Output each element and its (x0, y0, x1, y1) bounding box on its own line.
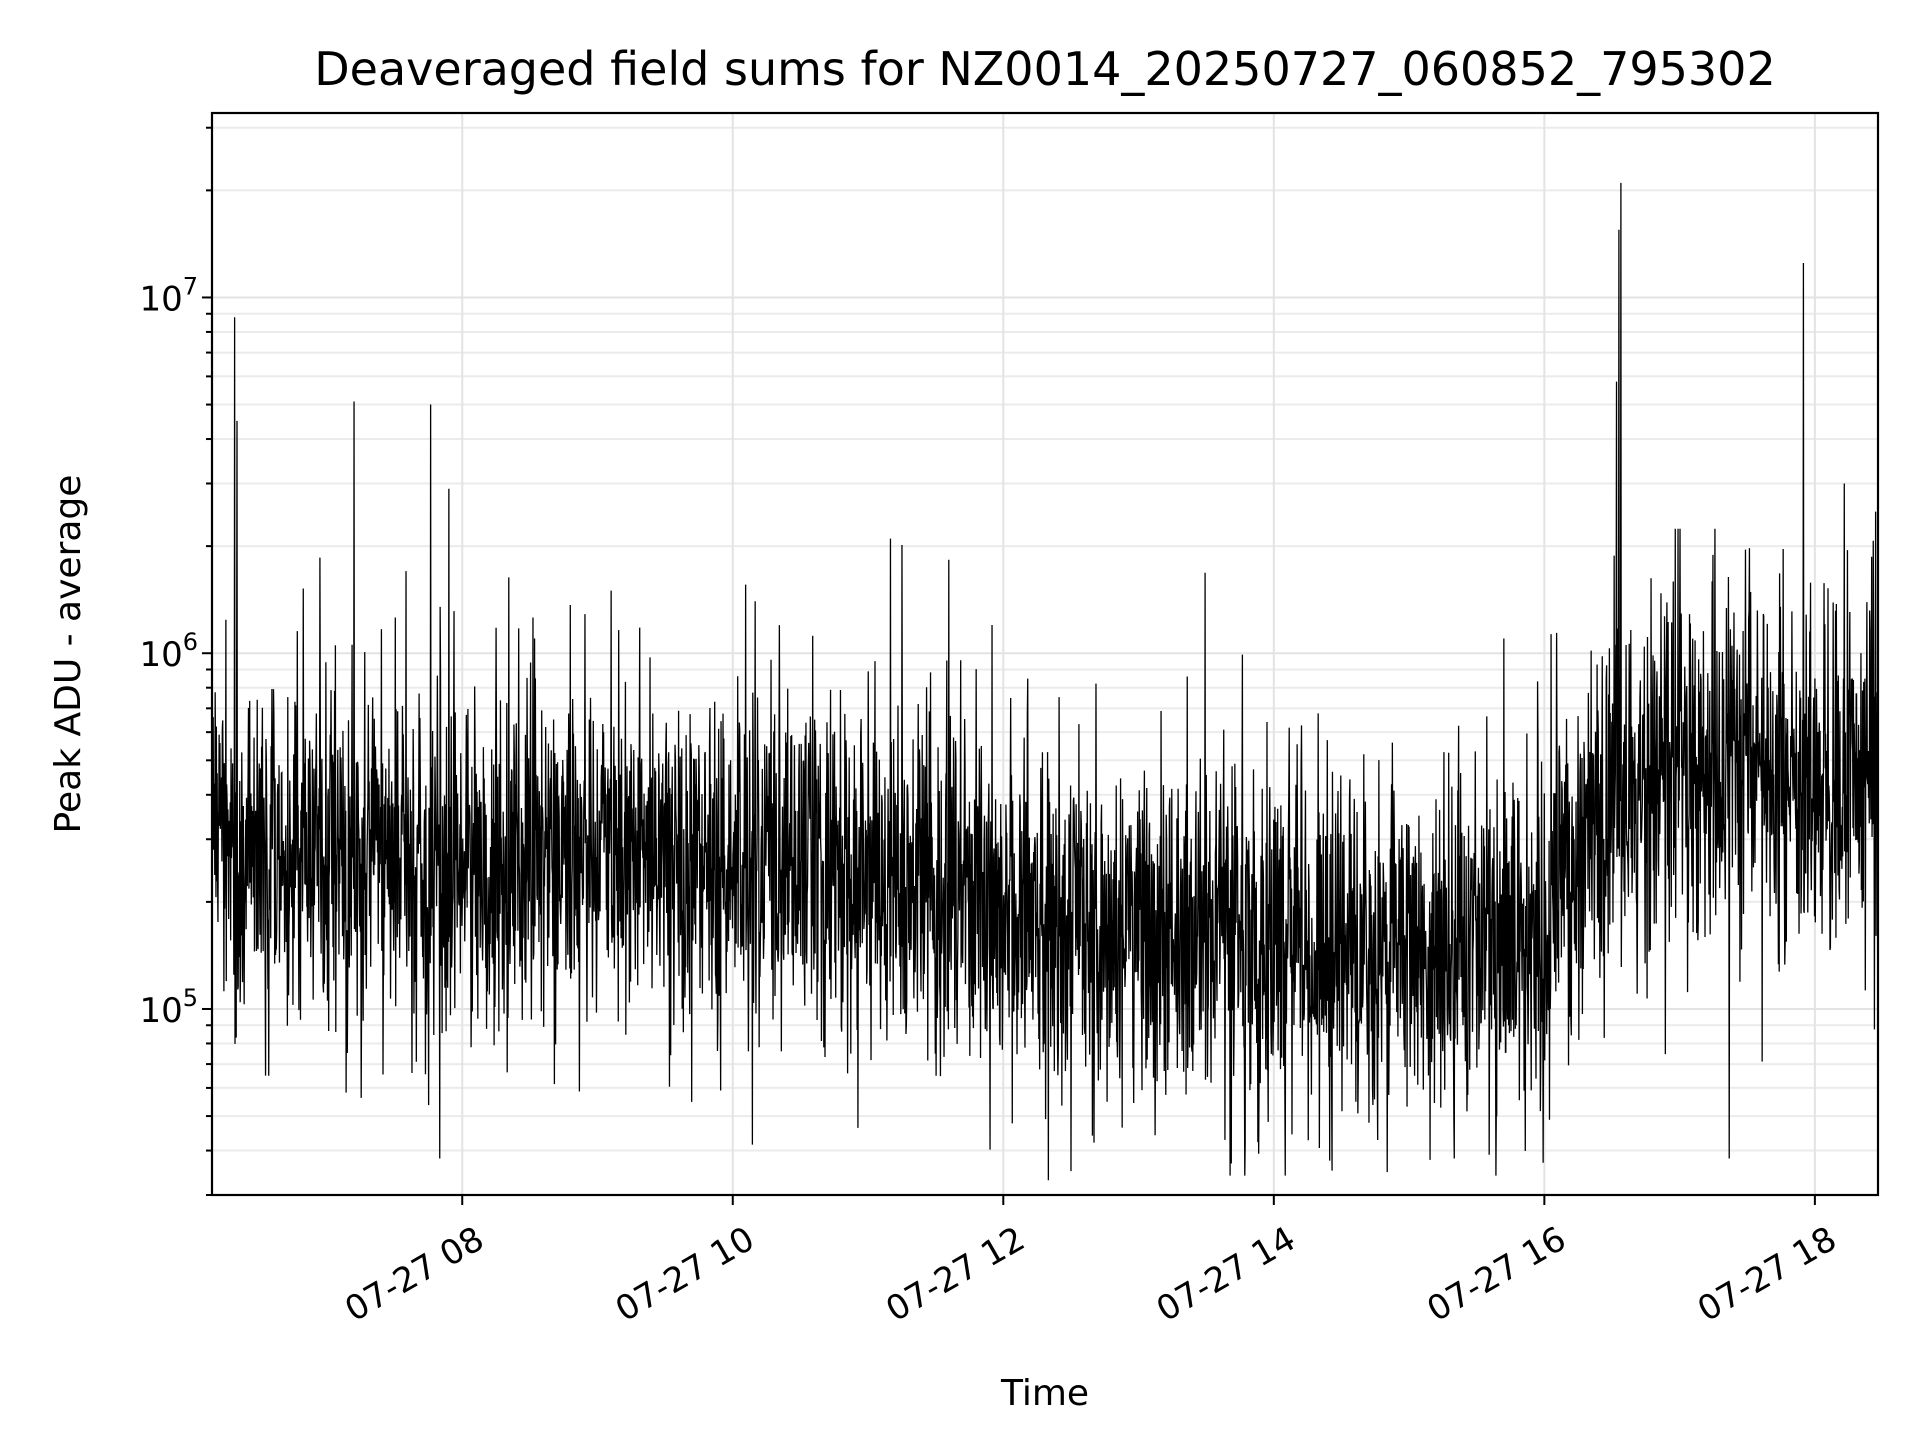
y-axis-label: Peak ADU - average (48, 475, 89, 834)
y-axis-ticks: 105 106 107 (139, 126, 212, 1196)
chart-title: Deaveraged field sums for NZ0014_2025072… (314, 42, 1775, 96)
y-tick-label: 106 (139, 628, 198, 675)
y-tick-label: 105 (139, 984, 198, 1031)
series-line (211, 182, 1879, 1181)
y-tick-label: 107 (139, 272, 198, 319)
x-axis-label: Time (1000, 1373, 1089, 1414)
